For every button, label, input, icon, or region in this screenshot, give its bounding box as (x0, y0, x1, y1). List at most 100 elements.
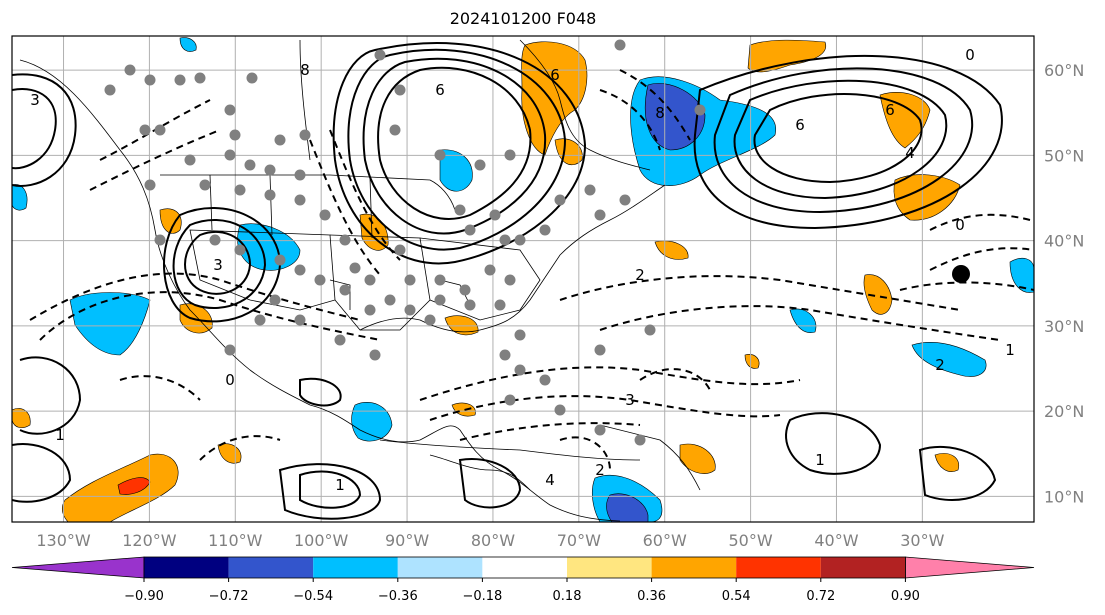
contour-value-label: 2 (635, 266, 645, 284)
contour-value-label: 0 (955, 216, 965, 234)
station-dot (434, 294, 446, 306)
station-dot (404, 304, 416, 316)
shade-negative-region (351, 402, 393, 442)
colorbar-tick-label: 0.54 (722, 589, 751, 604)
shade-positive-region (554, 138, 583, 165)
station-dot (144, 74, 156, 86)
map-frame (11, 35, 1035, 523)
contour-labels: 6 8 6 6 4 3 3 2 2 1 1 1 0 0 0 1 2 3 4 6 8 (30, 46, 1015, 494)
station-dot (139, 124, 151, 136)
station-dot (584, 184, 596, 196)
station-dot (246, 72, 258, 84)
station-dot (234, 184, 246, 196)
contour-value-label: 0 (225, 371, 235, 389)
colorbar-segment (820, 557, 906, 578)
longitude-label: 80°W (471, 531, 515, 550)
colorbar-tick-label: −0.72 (209, 589, 249, 604)
contour-value-label: 6 (885, 101, 895, 119)
latitude-label: 40°N (1044, 232, 1084, 251)
station-dot (594, 209, 606, 221)
station-dot (594, 344, 606, 356)
station-dot (294, 264, 306, 276)
longitude-labels: 130°W 120°W 110°W 100°W 90°W 80°W 70°W 60°W 50°W… (36, 531, 944, 550)
colorbar-tick-label: −0.90 (124, 589, 164, 604)
contour-value-label: 0 (965, 46, 975, 64)
station-dot (454, 204, 466, 216)
colorbar-segment (397, 557, 483, 578)
colorbar (11, 556, 1035, 579)
station-dot (254, 314, 266, 326)
shade-negative-region (911, 342, 987, 377)
station-dot (514, 364, 526, 376)
contour-value-label: 1 (1005, 341, 1015, 359)
colorbar-tick-labels: −0.90 −0.72 −0.54 −0.36 −0.18 0.18 0.36 0.54 0.7… (124, 578, 920, 604)
station-dot (264, 164, 276, 176)
contour-value-label: 3 (30, 91, 40, 109)
station-dot (554, 194, 566, 206)
shade-positive-region (863, 274, 893, 315)
colorbar-segment (567, 557, 652, 578)
contour-value-label: 6 (795, 116, 805, 134)
latitude-label: 10°N (1044, 487, 1084, 506)
station-dot (224, 149, 236, 161)
station-dot (319, 209, 331, 221)
shade-positive-region (747, 39, 827, 73)
longitude-label: 60°W (643, 531, 687, 550)
station-dot (504, 274, 516, 286)
shade-strong-negative-region (606, 493, 649, 522)
shade-positive-region (12, 408, 31, 429)
longitude-label: 90°W (385, 531, 429, 550)
shade-positive-region (444, 315, 479, 336)
station-dot (339, 234, 351, 246)
station-dot (294, 169, 306, 181)
station-dot (464, 224, 476, 236)
station-dot (374, 49, 386, 61)
contour-value-label: 1 (335, 476, 345, 494)
colorbar-segment (482, 557, 567, 578)
contour-value-label: 1 (55, 426, 65, 444)
station-dot (194, 72, 206, 84)
colorbar-segment (313, 557, 398, 578)
longitude-label: 130°W (36, 531, 91, 550)
station-dot (504, 394, 516, 406)
station-dot (274, 254, 286, 266)
colorbar-tick-label: −0.18 (462, 589, 502, 604)
station-dot (394, 84, 406, 96)
station-dot (394, 244, 406, 256)
colorbar-segment (736, 557, 821, 578)
colorbar-extend-max (905, 556, 1035, 579)
station-dot (144, 179, 156, 191)
shade-negative-region (69, 292, 151, 356)
longitude-label: 120°W (122, 531, 177, 550)
station-dot (614, 39, 626, 51)
longitude-label: 40°W (814, 531, 858, 550)
station-dot (269, 294, 281, 306)
coastlines (19, 39, 701, 522)
contour-value-label: 4 (905, 144, 915, 162)
contour-value-label: 2 (935, 356, 945, 374)
station-dot (384, 294, 396, 306)
station-dot (434, 274, 446, 286)
station-dot (499, 349, 511, 361)
colorbar-tick-label: 0.90 (891, 589, 920, 604)
station-dot (514, 234, 526, 246)
station-dot (484, 264, 496, 276)
shade-negative-region (1009, 257, 1034, 293)
station-dot (634, 434, 646, 446)
colorbar-tick-label: −0.54 (293, 589, 333, 604)
shade-positive-region (159, 208, 182, 234)
shade-positive-region (879, 91, 931, 149)
colorbar-tick-label: −0.36 (378, 589, 418, 604)
station-dot (499, 234, 511, 246)
station-dot (154, 124, 166, 136)
station-dot (369, 349, 381, 361)
highlight-point-marker (952, 265, 970, 283)
station-dot (339, 284, 351, 296)
contour-value-label: 8 (300, 61, 310, 79)
station-dot (274, 134, 286, 146)
station-dot (644, 324, 656, 336)
contour-value-label: 4 (545, 471, 555, 489)
contour-lines-dashed (29, 69, 1034, 471)
station-dots (104, 39, 706, 446)
